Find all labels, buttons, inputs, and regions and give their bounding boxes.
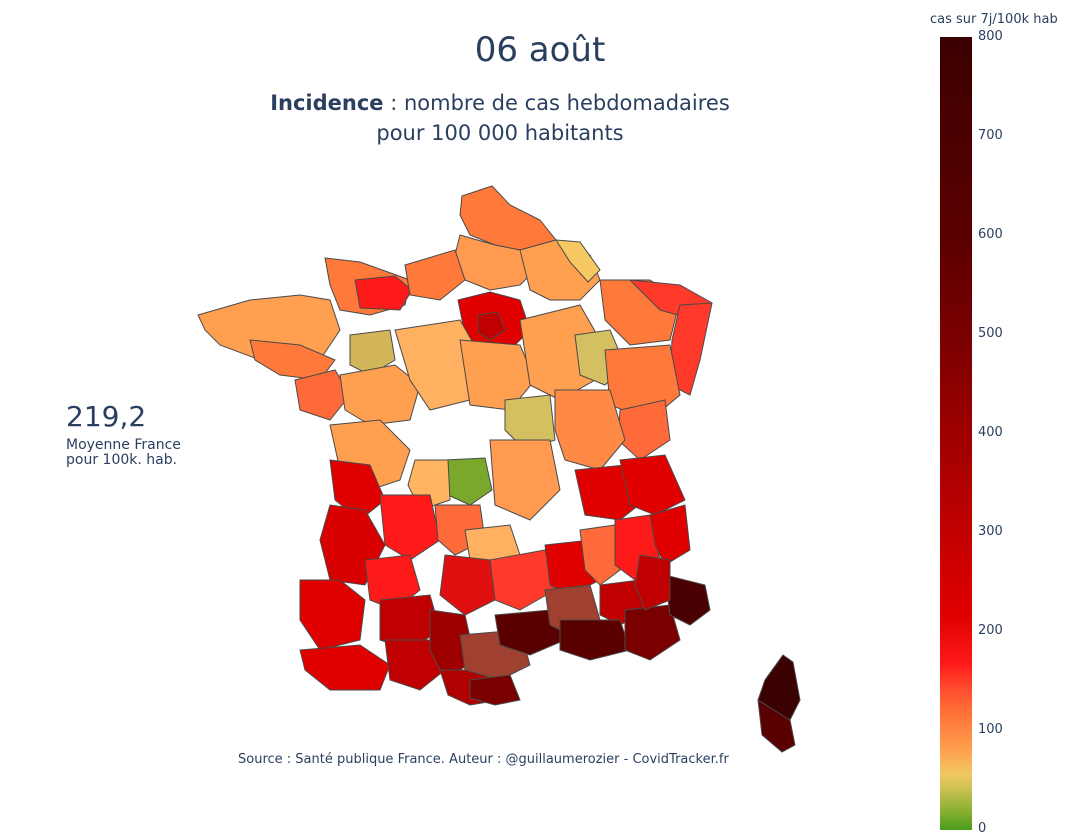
- department-region-auvergne[interactable]: [489, 439, 561, 521]
- department-region-ardeche[interactable]: [579, 524, 621, 586]
- colorbar: [940, 37, 972, 830]
- source-text: Source : Santé publique France. Auteur :…: [238, 752, 729, 767]
- subtitle-bold: Incidence: [270, 91, 384, 115]
- department-region-ardennes[interactable]: [555, 239, 601, 283]
- department-region-var[interactable]: [624, 604, 681, 661]
- department-region-creuse[interactable]: [444, 457, 493, 506]
- department-region-aveyron[interactable]: [489, 549, 556, 611]
- department-region-hautes-alpes[interactable]: [649, 504, 691, 566]
- colorbar-tick-700: 700: [978, 128, 1003, 143]
- departments: [197, 185, 801, 753]
- colorbar-tick-200: 200: [978, 623, 1003, 638]
- department-region-alpes-maritimes[interactable]: [664, 574, 711, 626]
- department-region-pyrenees-orientales[interactable]: [469, 674, 521, 706]
- department-region-corse-du-sud[interactable]: [757, 699, 796, 753]
- department-region-jura[interactable]: [617, 399, 671, 461]
- colorbar-tick-300: 300: [978, 524, 1003, 539]
- department-region-charente-maritime[interactable]: [329, 459, 386, 521]
- department-region-herault[interactable]: [494, 609, 566, 656]
- average-label-line1: Moyenne France: [66, 437, 181, 453]
- average-label: Moyenne France pour 100k. hab.: [66, 438, 226, 468]
- colorbar-tick-800: 800: [978, 29, 1003, 44]
- map-title: 06 août: [474, 30, 606, 70]
- subtitle-line1: : nombre de cas hebdomadaires: [383, 91, 730, 115]
- colorbar-tick-100: 100: [978, 722, 1003, 737]
- department-region-savoie[interactable]: [619, 454, 686, 516]
- department-region-loiret[interactable]: [459, 339, 536, 411]
- department-region-hautes-pyrenees[interactable]: [384, 639, 446, 691]
- colorbar-tick-0: 0: [978, 821, 987, 836]
- colorbar-tick-600: 600: [978, 227, 1003, 242]
- subtitle-line2: pour 100 000 habitants: [376, 121, 624, 145]
- colorbar-title: cas sur 7j/100k hab: [930, 12, 1058, 27]
- department-region-alsace[interactable]: [669, 302, 713, 396]
- department-region-tarn[interactable]: [439, 554, 496, 616]
- average-label-line2: pour 100k. hab.: [66, 452, 178, 468]
- average-value: 219,2: [66, 400, 147, 433]
- department-region-landes[interactable]: [299, 579, 366, 651]
- department-region-bouches-du-rhone[interactable]: [559, 619, 631, 661]
- colorbar-tick-500: 500: [978, 326, 1003, 341]
- department-region-pyrenees-atlantiques[interactable]: [299, 644, 391, 691]
- department-region-dordogne[interactable]: [379, 494, 441, 561]
- colorbar-tick-400: 400: [978, 425, 1003, 440]
- department-region-centre-west[interactable]: [339, 364, 421, 426]
- department-region-haute-normandie[interactable]: [404, 249, 466, 301]
- department-region-alpes-hte-provence[interactable]: [634, 554, 671, 611]
- map-subtitle: Incidence : nombre de cas hebdomadaires …: [200, 88, 800, 148]
- department-region-loire-atlantique[interactable]: [294, 369, 351, 421]
- department-region-paris[interactable]: [477, 311, 506, 341]
- department-region-calvados[interactable]: [354, 275, 413, 311]
